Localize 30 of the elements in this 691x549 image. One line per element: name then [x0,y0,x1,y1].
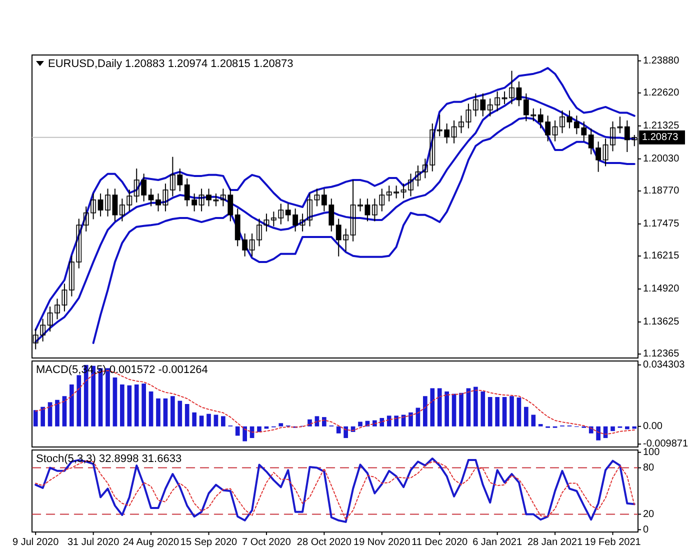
x-tick-label: 28 Jan 2021 [528,537,583,548]
y-tick-label: 1.22620 [643,88,680,99]
y-tick-label: 1.17475 [643,218,680,230]
y-tick-label: 0.00 [643,421,663,432]
x-tick-label: 19 Nov 2020 [354,537,411,548]
y-tick-label: 0 [643,524,649,536]
x-tick-label: 9 Jul 2020 [12,537,60,548]
x-tick-label: 31 Jul 2020 [67,537,120,548]
y-tick-label: 1.20030 [643,154,680,165]
ref-line-label: 1.20873 [642,132,679,144]
x-tick-label: 11 Dec 2020 [412,537,468,548]
y-tick-label: 0.034303 [643,360,686,371]
x-tick-label: 19 Feb 2021 [584,537,642,548]
y-tick-label: 1.14920 [643,284,680,295]
x-tick-label: 7 Oct 2020 [242,537,292,548]
y-tick-label: 20 [643,508,655,520]
y-tick-label: 1.21325 [643,120,680,132]
chart-title: Stoch(5,3,3) 32.8998 31.6633 [36,453,182,465]
x-tick-label: 28 Oct 2020 [296,537,352,548]
chart-title: EURUSD,Daily 1.20883 1.20974 1.20815 1.20873 [48,58,294,70]
y-tick-label: 1.16215 [643,250,680,262]
x-tick-label: 15 Sep 2020 [180,537,238,548]
y-tick-label: 100 [643,446,660,458]
y-tick-label: 80 [643,462,655,474]
x-tick-label: 6 Jan 2021 [472,537,522,548]
x-tick-label: 24 Aug 2020 [122,537,180,548]
y-tick-label: 1.18770 [643,186,680,197]
y-tick-label: 1.12365 [643,348,680,360]
y-tick-label: 1.23880 [643,55,680,66]
y-tick-label: 1.13625 [643,316,680,328]
